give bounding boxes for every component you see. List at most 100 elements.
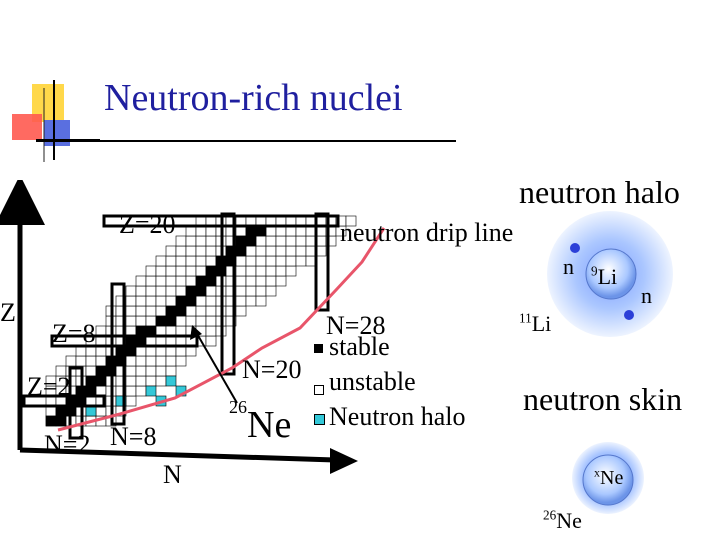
unstable-cell [135, 365, 147, 377]
halo-cell [165, 375, 177, 387]
unstable-cell [185, 235, 197, 247]
unstable-cell [195, 265, 207, 277]
drip-line-curve [57, 227, 386, 432]
stable-cell [185, 285, 197, 297]
ne26-mass: 26 [229, 397, 247, 417]
unstable-cell [175, 355, 187, 367]
unstable-cell [195, 315, 207, 327]
stable-cell [155, 315, 167, 327]
li9-symbol: Li [597, 264, 618, 289]
unstable-cell [275, 255, 287, 267]
skin-diagram [572, 442, 644, 514]
stable-cell [95, 365, 107, 377]
xne-mass: x [594, 465, 600, 480]
halo-n-bottom: n [641, 283, 652, 308]
n-axis [19, 447, 336, 463]
label-n20: N=20 [242, 355, 302, 384]
unstable-cell [165, 265, 177, 277]
unstable-cell [205, 315, 217, 327]
unstable-cell [165, 245, 177, 257]
unstable-cell [185, 265, 197, 277]
unstable-cell [245, 275, 257, 287]
li11-mass: 11 [519, 310, 532, 326]
unstable-cell [285, 265, 297, 277]
stable-cell [185, 295, 197, 307]
unstable-cell [95, 355, 107, 367]
unstable-cell [185, 255, 197, 267]
unstable-cell [265, 275, 277, 287]
ne26-pointer-head [190, 325, 202, 340]
unstable-cell [255, 275, 267, 287]
unstable-cell [265, 265, 277, 277]
unstable-cell [125, 315, 137, 327]
unstable-cell [175, 235, 187, 247]
unstable-cell [135, 315, 147, 327]
magic-box-n8 [110, 282, 126, 426]
li11-label: 11Li [519, 310, 551, 335]
xne-symbol: Ne [600, 467, 624, 489]
unstable-cell [235, 265, 247, 277]
unstable-cell [245, 255, 257, 267]
title-underline [36, 140, 456, 142]
unstable-cell [75, 355, 87, 367]
unstable-cell [295, 235, 307, 247]
unstable-cell [205, 285, 217, 297]
label-z2: Z=2 [27, 372, 71, 401]
drip-line-label: neutron drip line [340, 218, 514, 247]
unstable-cell [255, 265, 267, 277]
unstable-cell [235, 275, 247, 287]
unstable-cell [205, 235, 217, 247]
stable-cell [175, 305, 187, 317]
unstable-cell [245, 265, 257, 277]
stable-cell [95, 375, 107, 387]
unstable-cell [155, 275, 167, 287]
unstable-cell [255, 295, 267, 307]
unstable-cell [135, 305, 147, 317]
label-n28: N=28 [326, 311, 386, 340]
unstable-cell [345, 215, 357, 227]
unstable-cell [295, 245, 307, 257]
label-n8: N=8 [110, 422, 157, 451]
ne26-skin-symbol: Ne [556, 508, 582, 533]
unstable-cell [195, 235, 207, 247]
skin-heading: neutron skin [523, 381, 683, 417]
unstable-cell [245, 245, 257, 257]
unstable-cell [185, 275, 197, 287]
unstable-cell [165, 295, 177, 307]
unstable-cell [175, 315, 187, 327]
halo-heading: neutron halo [519, 174, 680, 210]
stable-cell [85, 375, 97, 387]
n-axis-arrowhead [330, 448, 358, 474]
unstable-cell [285, 255, 297, 267]
unstable-cell [145, 265, 157, 277]
unstable-cell [135, 375, 147, 387]
unstable-cell [155, 365, 167, 377]
stable-cell [165, 315, 177, 327]
unstable-cell [165, 255, 177, 267]
unstable-cell [135, 275, 147, 287]
li9-core [585, 248, 637, 300]
unstable-cell [155, 265, 167, 277]
label-z20: Z=20 [119, 210, 176, 239]
unstable-cell [135, 355, 147, 367]
unstable-cell [145, 285, 157, 297]
unstable-cell [175, 275, 187, 287]
unstable-cell [175, 255, 187, 267]
unstable-cell [185, 305, 197, 317]
magic-box-n20 [220, 212, 236, 376]
unstable-cell [155, 295, 167, 307]
unstable-cell [155, 285, 167, 297]
unstable-cell [255, 235, 267, 247]
legend-unstable-label: unstable [329, 367, 416, 396]
label-n2: N=2 [44, 430, 91, 459]
unstable-cell [145, 295, 157, 307]
stable-cell [235, 245, 247, 257]
unstable-cell [265, 285, 277, 297]
halo-neutron-bottom [624, 310, 634, 320]
legend-unstable-swatch [314, 385, 324, 395]
xne-label: xNe [594, 465, 624, 489]
unstable-cell [125, 365, 137, 377]
unstable-cell [155, 355, 167, 367]
slide-logo [12, 80, 100, 162]
unstable-cell [145, 275, 157, 287]
